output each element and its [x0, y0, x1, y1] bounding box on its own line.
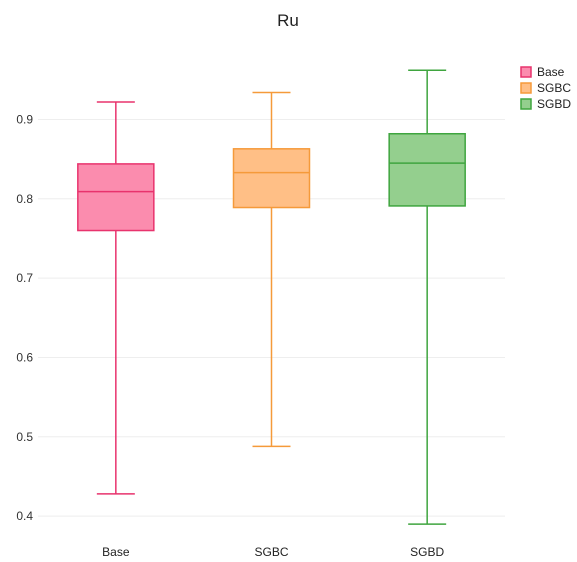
x-tick-label: SGBC	[254, 545, 288, 559]
y-tick-label: 0.9	[16, 112, 33, 126]
box-base[interactable]	[77, 101, 155, 495]
legend[interactable]: Base SGBC SGBD	[520, 65, 571, 111]
legend-label: SGBD	[537, 97, 571, 111]
y-axis-ticks: 0.4 0.5 0.6 0.7 0.8 0.9	[16, 112, 33, 523]
x-tick-label: SGBD	[410, 545, 444, 559]
box-sgbd[interactable]	[388, 69, 466, 525]
iqr-box	[232, 148, 311, 209]
chart-title: Ru	[277, 11, 299, 30]
legend-label: Base	[537, 65, 565, 79]
boxes	[77, 69, 466, 525]
legend-item-sgbc[interactable]: SGBC	[520, 81, 571, 95]
legend-swatch	[520, 66, 532, 78]
iqr-box	[388, 132, 466, 207]
legend-item-sgbd[interactable]: SGBD	[520, 97, 571, 111]
y-tick-label: 0.5	[16, 430, 33, 444]
box-sgbc[interactable]	[232, 91, 311, 448]
legend-swatch	[520, 82, 532, 94]
y-tick-label: 0.6	[16, 350, 33, 364]
y-tick-label: 0.7	[16, 271, 33, 285]
legend-label: SGBC	[537, 81, 571, 95]
y-tick-label: 0.8	[16, 192, 33, 206]
iqr-box	[77, 163, 155, 232]
legend-swatch	[520, 98, 532, 110]
y-tick-label: 0.4	[16, 509, 33, 523]
x-axis-labels: Base SGBC SGBD	[102, 545, 444, 559]
x-tick-label: Base	[102, 545, 130, 559]
legend-item-base[interactable]: Base	[520, 65, 565, 79]
